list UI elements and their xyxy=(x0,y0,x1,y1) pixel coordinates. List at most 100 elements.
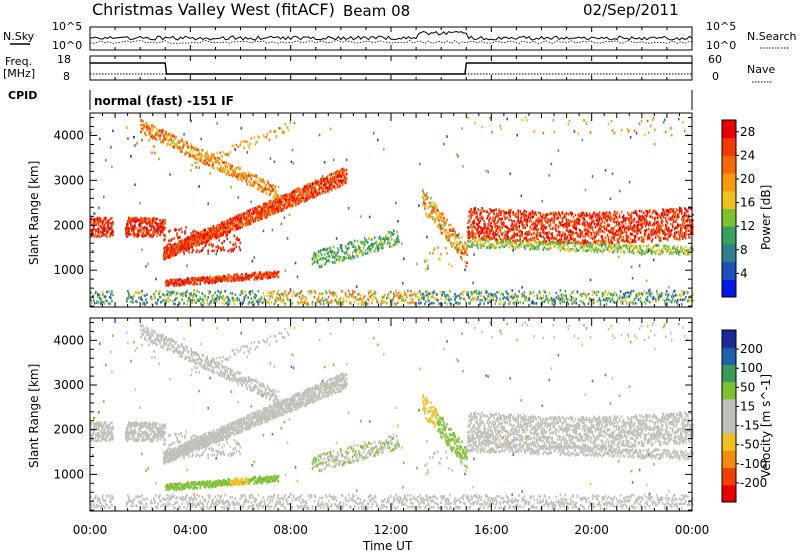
power-cell xyxy=(253,278,256,281)
power-cell xyxy=(473,211,475,215)
power-cell xyxy=(277,210,280,213)
power-cell xyxy=(283,196,286,199)
power-cell xyxy=(512,247,514,250)
power-cell xyxy=(243,296,246,299)
power-cell xyxy=(133,230,135,233)
power-cell xyxy=(548,213,551,216)
power-cell xyxy=(300,199,303,203)
power-cell xyxy=(521,221,523,225)
power-cell xyxy=(293,191,296,194)
power-cell xyxy=(158,134,160,137)
power-cell xyxy=(206,157,208,160)
power-cell xyxy=(557,242,560,245)
power-cell xyxy=(298,187,301,191)
power-cell xyxy=(109,228,111,231)
power-cell xyxy=(533,213,536,216)
power-cell xyxy=(206,302,208,305)
power-cell xyxy=(402,298,404,301)
power-cell xyxy=(150,235,152,238)
power-cell xyxy=(262,134,265,137)
power-cell xyxy=(200,240,202,244)
power-cell xyxy=(470,216,472,220)
power-cell xyxy=(100,230,102,234)
power-cell xyxy=(274,192,277,195)
power-cell xyxy=(269,201,272,204)
power-cell xyxy=(234,220,237,223)
power-cell xyxy=(423,200,425,203)
power-cell xyxy=(429,214,431,218)
nsearch-label: N.Search xyxy=(747,30,797,43)
power-cell xyxy=(107,230,109,234)
power-cell xyxy=(103,226,105,229)
power-cell xyxy=(299,189,302,193)
power-cell xyxy=(174,242,176,246)
power-cell xyxy=(267,291,270,295)
power-cell xyxy=(559,231,562,234)
power-cell xyxy=(234,224,237,228)
power-cell xyxy=(215,299,217,303)
power-cell xyxy=(108,225,110,228)
power-cell xyxy=(499,124,501,128)
power-cell xyxy=(193,236,195,240)
power-cell xyxy=(255,208,258,211)
power-cell xyxy=(228,229,231,233)
power-cell xyxy=(230,164,233,168)
power-cell xyxy=(185,294,187,298)
power-cell xyxy=(484,222,486,226)
power-cell xyxy=(135,217,137,221)
power-cell xyxy=(545,213,548,216)
power-cell xyxy=(264,184,267,188)
power-cell xyxy=(327,301,330,305)
power-cell xyxy=(305,197,308,200)
power-cell xyxy=(251,207,254,211)
power-cell xyxy=(345,168,348,172)
power-cell xyxy=(356,298,359,302)
power-cell xyxy=(204,159,206,162)
power-cell xyxy=(140,130,142,134)
power-cell xyxy=(475,240,477,243)
power-cell xyxy=(132,298,134,301)
power-cell xyxy=(380,302,382,306)
power-cell xyxy=(263,202,266,205)
power-cell xyxy=(335,170,338,173)
power-cell xyxy=(103,229,105,232)
power-cell xyxy=(202,238,204,242)
power-cell xyxy=(247,217,250,221)
power-cell xyxy=(509,211,511,214)
power-cell xyxy=(153,231,155,235)
power-cell xyxy=(264,188,267,192)
power-cell xyxy=(128,232,130,236)
power-cell xyxy=(424,194,426,197)
power-cell xyxy=(211,278,213,282)
power-cell xyxy=(403,299,405,302)
power-cell xyxy=(231,223,234,227)
power-cell xyxy=(454,238,456,241)
power-cell xyxy=(494,233,496,237)
power-cell xyxy=(189,292,191,296)
power-cell xyxy=(372,132,375,135)
power-cell xyxy=(488,292,490,296)
power-cell xyxy=(515,295,517,298)
power-cell xyxy=(355,251,358,255)
power-cell xyxy=(476,243,478,247)
power-cell xyxy=(178,141,180,144)
power-cell xyxy=(178,301,180,304)
power-cell xyxy=(503,214,505,218)
power-cell xyxy=(328,290,331,293)
power-cell xyxy=(247,277,250,280)
power-cell xyxy=(448,234,450,237)
power-cell xyxy=(320,253,323,257)
power-cell xyxy=(530,292,533,295)
power-cell xyxy=(332,172,335,175)
power-cell xyxy=(216,166,218,169)
power-cell xyxy=(236,216,239,220)
power-cell xyxy=(260,295,263,299)
power-cell xyxy=(286,126,289,129)
power-cell xyxy=(208,159,210,162)
power-cell xyxy=(530,301,533,305)
power-cell xyxy=(289,288,292,291)
power-cell xyxy=(267,187,270,190)
power-cell xyxy=(242,213,245,216)
power-cell xyxy=(213,249,215,253)
power-cell xyxy=(328,185,331,189)
